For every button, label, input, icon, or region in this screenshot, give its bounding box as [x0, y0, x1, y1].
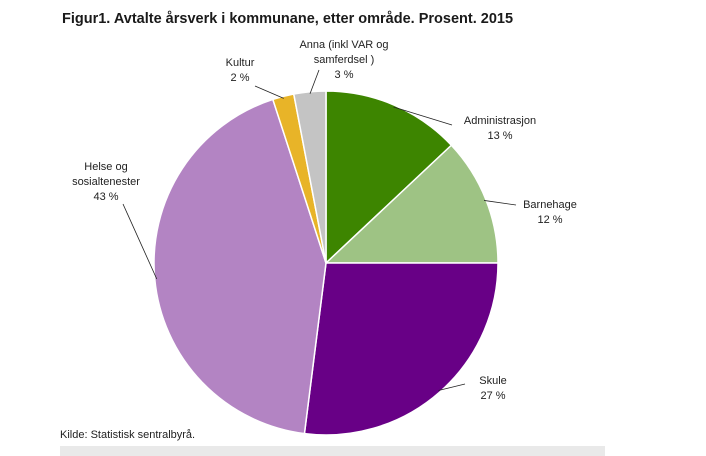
- chart-title: Figur1. Avtalte årsverk i kommunane, ett…: [62, 11, 514, 27]
- pie-slice-skule: [303, 262, 499, 436]
- slice-value-kultur: 2 %: [231, 72, 250, 84]
- slice-name-administrasjon: Administrasjon: [464, 115, 536, 127]
- leader-line-administrasjon: [393, 106, 453, 126]
- slice-name-helse-og-sosialtenester: sosialtenester: [72, 176, 140, 188]
- leader-line-helse-og-sosialtenester: [122, 203, 158, 280]
- slice-name-kultur: Kultur: [226, 57, 255, 69]
- slice-value-anna: 3 %: [335, 69, 354, 81]
- slice-label-helse-og-sosialtenester: Helse og sosialtenester 43 %: [72, 161, 140, 203]
- chart-source: Kilde: Statistisk sentralbyrå.: [60, 429, 196, 441]
- leader-line-barnehage: [484, 200, 517, 206]
- pie-slice-helse-og-sosialtenester: [153, 98, 327, 435]
- slice-name-anna: samferdsel ): [314, 54, 375, 66]
- slice-value-skule: 27 %: [480, 390, 505, 402]
- pie-slice-barnehage: [324, 144, 499, 264]
- slice-label-barnehage: Barnehage 12 %: [523, 199, 577, 226]
- pie-slice-administrasjon: [325, 90, 453, 265]
- slice-label-kultur: Kultur 2 %: [226, 57, 255, 84]
- slice-name-skule: Skule: [479, 375, 507, 387]
- slice-value-administrasjon: 13 %: [487, 130, 512, 142]
- slice-label-administrasjon: Administrasjon 13 %: [464, 115, 536, 142]
- leader-line-anna: [309, 69, 320, 94]
- slice-value-barnehage: 12 %: [537, 214, 562, 226]
- slice-name-helse-og-sosialtenester: Helse og: [84, 161, 127, 173]
- slice-label-anna: Anna (inkl VAR og samferdsel ) 3 %: [299, 39, 388, 81]
- slice-name-barnehage: Barnehage: [523, 199, 577, 211]
- slice-name-anna: Anna (inkl VAR og: [299, 39, 388, 51]
- leader-line-skule: [438, 383, 466, 391]
- pie-slice-anna: [292, 90, 327, 264]
- slice-value-helse-og-sosialtenester: 43 %: [93, 191, 118, 203]
- slice-label-skule: Skule 27 %: [479, 375, 507, 402]
- leader-line-kultur: [254, 85, 284, 99]
- footer-bar: [60, 446, 605, 456]
